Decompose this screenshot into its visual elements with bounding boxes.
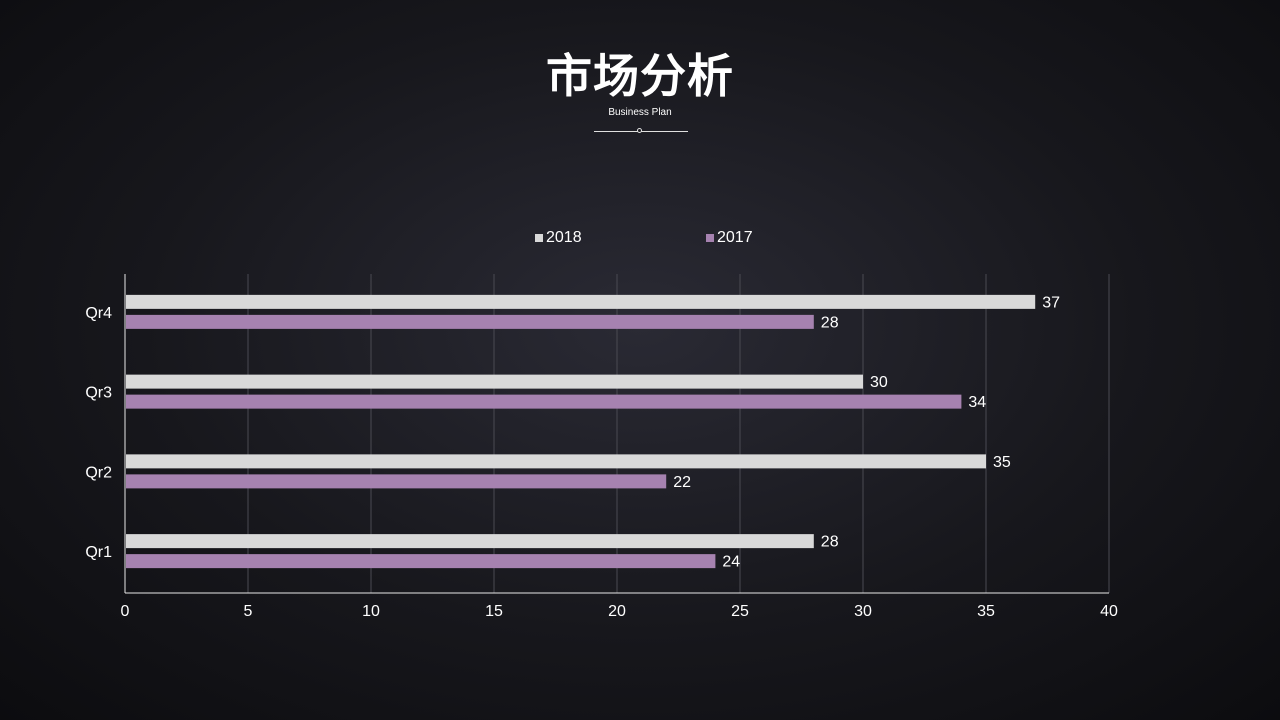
legend-label-2017: 2017 <box>717 229 753 246</box>
bar-2017-qr3 <box>126 394 962 409</box>
page-subtitle: Business Plan <box>608 107 672 118</box>
data-label-2018-qr2: 35 <box>993 454 1011 471</box>
legend-item-2017: 2017 <box>706 228 753 248</box>
page-title: 市场分析 <box>546 49 734 103</box>
x-tick-label-20: 20 <box>608 603 626 620</box>
legend-swatch-2017 <box>706 234 714 242</box>
bars <box>126 294 1036 569</box>
divider-dot <box>637 128 642 133</box>
data-label-2017-qr1: 24 <box>722 554 740 571</box>
legend-item-2018: 2018 <box>535 228 582 248</box>
x-tick-label-0: 0 <box>121 603 130 620</box>
axes <box>124 274 1109 594</box>
y-tick-label-qr2: Qr2 <box>85 464 112 481</box>
bar-2018-qr4 <box>126 294 1036 309</box>
y-tick-label-qr3: Qr3 <box>85 385 112 402</box>
labels: 0 5 10 15 20 25 30 35 40 Qr1 28 24 Qr2 35 22 Qr3 30 34 Qr4… <box>85 294 1118 620</box>
bar-2018-qr3 <box>126 374 863 389</box>
data-label-2017-qr3: 34 <box>968 394 986 411</box>
y-tick-label-qr4: Qr4 <box>85 305 112 322</box>
x-tick-label-25: 25 <box>731 603 749 620</box>
title-divider <box>594 126 688 136</box>
bar-2018-qr2 <box>126 454 986 469</box>
x-tick-label-40: 40 <box>1100 603 1118 620</box>
data-label-2017-qr4: 28 <box>821 314 839 331</box>
legend-swatch-2018 <box>535 234 543 242</box>
x-tick-label-30: 30 <box>854 603 872 620</box>
data-label-2018-qr4: 37 <box>1042 294 1060 311</box>
bar-2017-qr1 <box>126 554 716 569</box>
data-label-2018-qr1: 28 <box>821 534 839 551</box>
x-tick-label-10: 10 <box>362 603 380 620</box>
x-tick-label-15: 15 <box>485 603 503 620</box>
bar-2017-qr4 <box>126 314 814 329</box>
bar-2018-qr1 <box>126 534 814 549</box>
y-tick-label-qr1: Qr1 <box>85 544 112 561</box>
bar-2017-qr2 <box>126 474 667 489</box>
x-tick-label-35: 35 <box>977 603 995 620</box>
x-tick-label-5: 5 <box>244 603 253 620</box>
legend-label-2018: 2018 <box>546 229 582 246</box>
data-label-2018-qr3: 30 <box>870 374 888 391</box>
data-label-2017-qr2: 22 <box>673 474 691 491</box>
